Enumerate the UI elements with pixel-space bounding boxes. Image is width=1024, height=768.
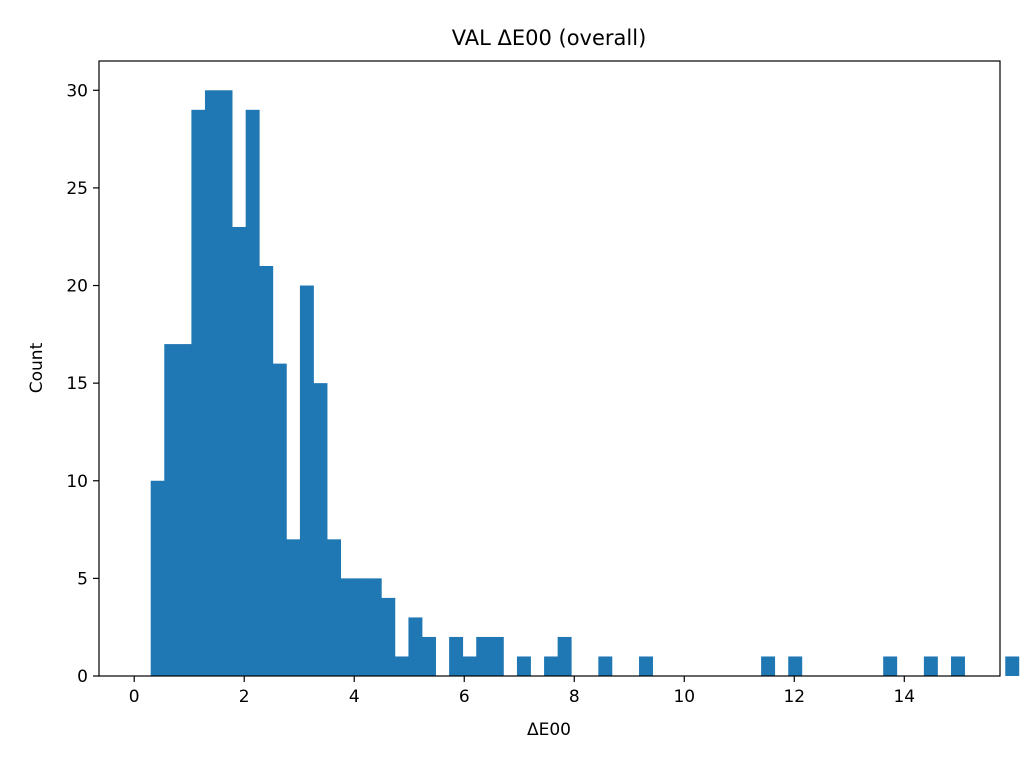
- histogram-bar: [951, 656, 965, 676]
- chart-title: VAL ΔE00 (overall): [452, 26, 647, 50]
- x-tick-label: 10: [673, 687, 695, 707]
- histogram-bar: [218, 90, 233, 677]
- histogram-bar: [299, 285, 314, 676]
- bars-group: [150, 90, 1020, 677]
- histogram-bar: [286, 539, 301, 676]
- histogram-bar: [516, 656, 531, 676]
- x-tick-label: 6: [459, 687, 470, 707]
- x-tick-label: 12: [783, 687, 805, 707]
- x-tick-label: 8: [569, 687, 580, 707]
- x-tick-label: 14: [893, 687, 915, 707]
- y-tick-label: 5: [77, 569, 88, 589]
- histogram-bar: [204, 90, 219, 677]
- histogram-bar: [449, 636, 464, 676]
- histogram-bar: [150, 480, 165, 676]
- histogram-bar: [422, 636, 436, 676]
- y-tick-label: 15: [66, 374, 88, 394]
- x-tick-label: 4: [349, 687, 360, 707]
- histogram-bar: [408, 617, 423, 676]
- histogram-bar: [272, 363, 287, 676]
- x-tick-label: 2: [239, 687, 250, 707]
- histogram-bar: [245, 109, 260, 676]
- histogram-bar: [327, 539, 341, 676]
- histogram-bar: [639, 656, 653, 676]
- histogram-bar: [788, 656, 803, 676]
- histogram-bar: [164, 344, 179, 676]
- y-tick-label: 0: [77, 667, 88, 687]
- histogram-bar: [557, 636, 572, 676]
- histogram-bar: [598, 656, 613, 676]
- histogram-bar: [923, 656, 938, 676]
- histogram-bar: [354, 578, 369, 676]
- y-tick-label: 25: [66, 179, 88, 199]
- histogram-bar: [381, 597, 396, 676]
- y-axis-label: Count: [27, 342, 47, 393]
- histogram-bar: [761, 656, 776, 676]
- histogram-bar: [883, 656, 898, 676]
- histogram-bar: [177, 344, 192, 676]
- x-tick-label: 0: [129, 687, 140, 707]
- histogram-bar: [544, 656, 559, 676]
- histogram-bar: [232, 226, 247, 676]
- histogram-bar: [489, 636, 504, 676]
- histogram-bar: [367, 578, 382, 676]
- histogram-bar: [1005, 656, 1020, 676]
- histogram-bar: [394, 656, 409, 676]
- y-axis-ticks: 0 5 10 15 20 25 30: [66, 81, 99, 687]
- x-axis-ticks: 0 2 4 6 8 10 12 14: [129, 676, 915, 707]
- histogram-bar: [259, 266, 274, 676]
- histogram-bar: [340, 578, 355, 676]
- x-axis-label: ΔE00: [527, 720, 571, 740]
- histogram-bar: [462, 656, 477, 676]
- histogram-bar: [191, 109, 206, 676]
- histogram-bar: [313, 383, 328, 676]
- y-tick-label: 20: [66, 277, 88, 297]
- y-tick-label: 30: [66, 81, 88, 101]
- histogram-bar: [476, 636, 491, 676]
- plot-frame: [98, 60, 1001, 677]
- y-tick-label: 10: [66, 472, 88, 492]
